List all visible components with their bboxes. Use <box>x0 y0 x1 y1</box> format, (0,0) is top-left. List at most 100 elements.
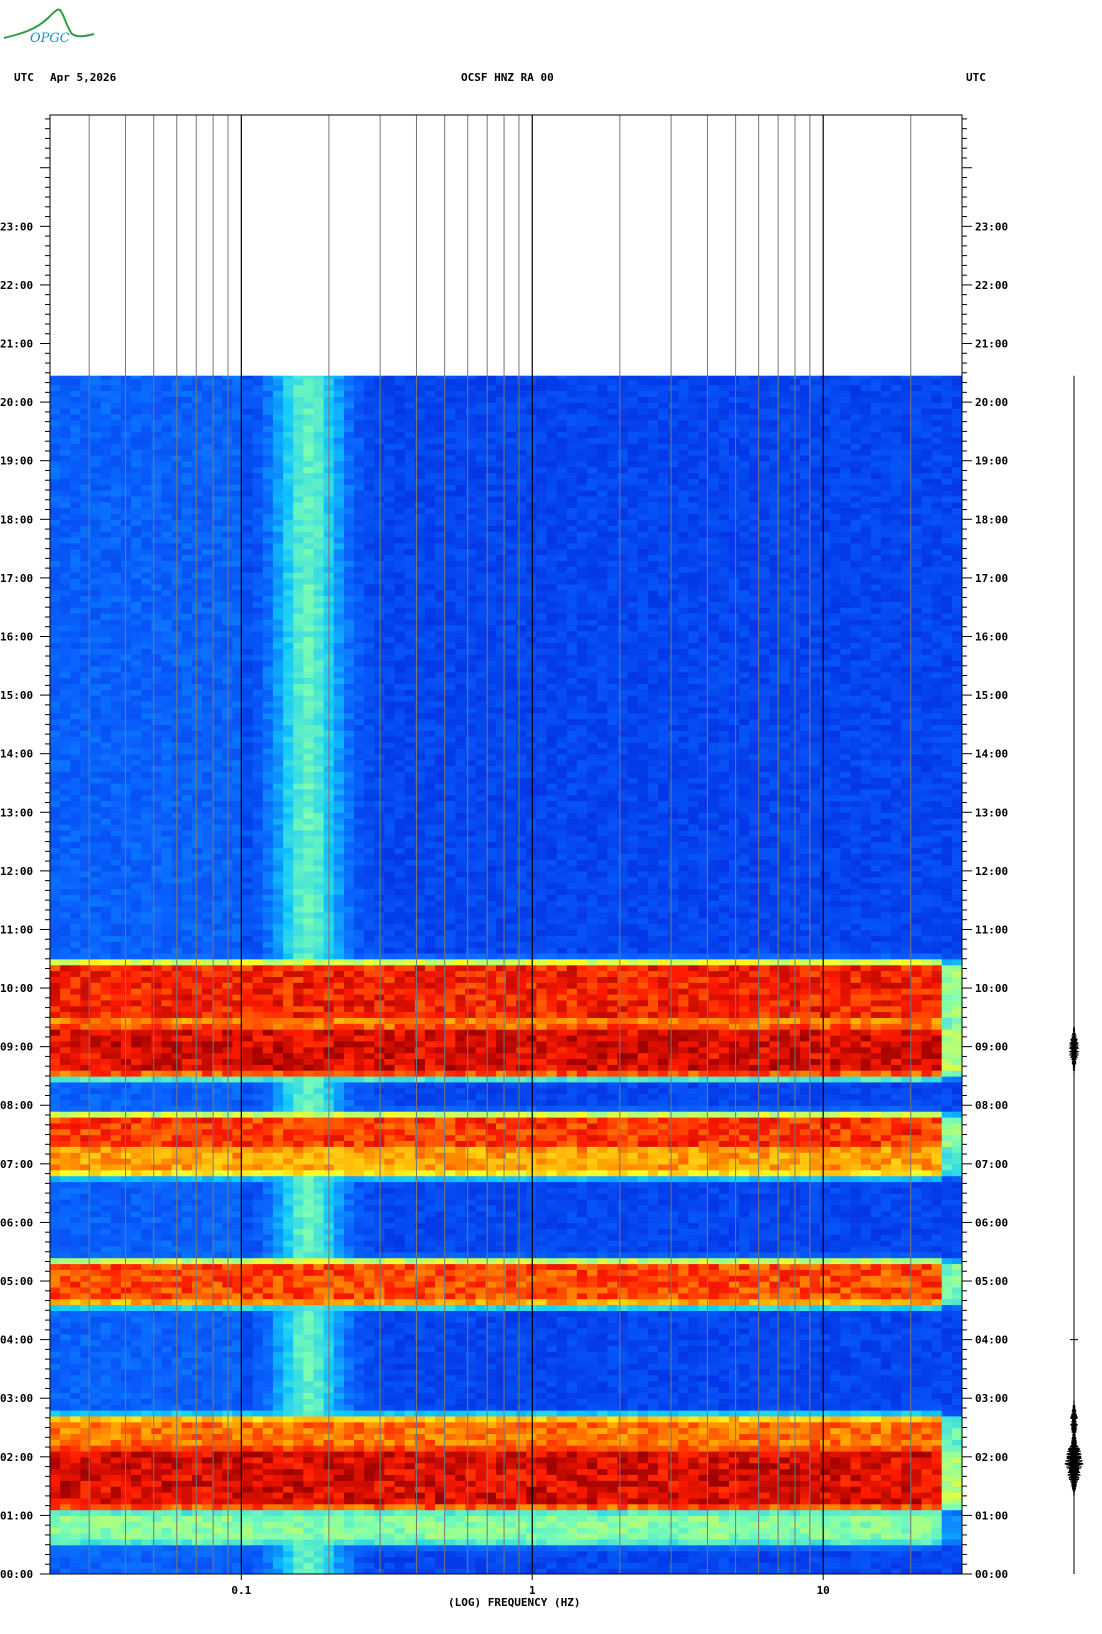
heatmap-cell <box>698 1263 710 1270</box>
heatmap-cell <box>891 1451 902 1458</box>
heatmap-cell <box>516 1339 527 1347</box>
heatmap-cell <box>870 1462 882 1470</box>
heatmap-cell <box>860 1538 872 1546</box>
heatmap-cell <box>394 1562 406 1569</box>
heatmap-cell <box>404 1533 416 1540</box>
heatmap-cell <box>647 1357 659 1364</box>
heatmap-cell <box>516 1421 527 1429</box>
heatmap-cell <box>364 1497 375 1505</box>
heatmap-cell <box>576 1333 588 1341</box>
heatmap-cell <box>536 1345 548 1352</box>
heatmap-cell <box>759 1292 770 1300</box>
heatmap-cell <box>262 1456 274 1464</box>
heatmap-cell <box>506 1275 517 1282</box>
heatmap-cell <box>901 1357 912 1364</box>
heatmap-cell <box>830 1374 841 1382</box>
heatmap-cell <box>820 1538 831 1546</box>
heatmap-cell <box>424 1374 436 1382</box>
heatmap-cell <box>506 1415 517 1423</box>
heatmap-cell <box>718 1263 730 1270</box>
heatmap-cell <box>921 1409 933 1417</box>
heatmap-cell <box>343 1409 355 1417</box>
heatmap-cell <box>901 1392 912 1399</box>
heatmap-cell <box>911 1386 922 1393</box>
heatmap-cell <box>242 1480 254 1487</box>
heatmap-cell <box>485 1357 497 1364</box>
heatmap-cell <box>252 1492 264 1499</box>
heatmap-cell <box>658 1451 669 1458</box>
heatmap-cell <box>627 1468 639 1475</box>
heatmap-cell <box>759 1339 770 1347</box>
heatmap-cell <box>860 1515 872 1522</box>
heatmap-cell <box>678 1374 689 1382</box>
heatmap-cell <box>688 1251 700 1259</box>
heatmap-cell <box>50 1451 61 1458</box>
heatmap-cell <box>607 1556 618 1563</box>
heatmap-cell <box>303 1439 314 1446</box>
heatmap-cell <box>617 1427 629 1434</box>
heatmap-cell <box>141 1398 152 1405</box>
heatmap-cell <box>688 1398 700 1405</box>
heatmap-cell <box>181 1251 193 1259</box>
heatmap-cell <box>151 1404 162 1411</box>
heatmap-cell <box>212 1474 223 1481</box>
heatmap-cell <box>891 1538 902 1546</box>
heatmap-cell <box>252 1474 264 1481</box>
heatmap-cell <box>90 1486 102 1493</box>
heatmap-cell <box>485 1456 497 1464</box>
heatmap-cell <box>141 1503 152 1511</box>
heatmap-cell <box>272 1409 284 1417</box>
heatmap-cell <box>556 1421 568 1429</box>
heatmap-cell <box>506 1451 517 1458</box>
heatmap-cell <box>181 1550 193 1558</box>
heatmap-cell <box>272 1345 284 1352</box>
heatmap-cell <box>283 1322 294 1329</box>
heatmap-cell <box>921 1368 933 1376</box>
heatmap-cell <box>50 1538 61 1546</box>
heatmap-cell <box>688 1462 700 1470</box>
heatmap-cell <box>70 1380 81 1388</box>
heatmap-cell <box>779 1257 791 1265</box>
heatmap-cell <box>80 1392 92 1399</box>
heatmap-cell <box>131 1398 142 1405</box>
heatmap-cell <box>435 1433 446 1440</box>
heatmap-cell <box>911 1363 922 1370</box>
heatmap-cell <box>384 1568 396 1574</box>
heatmap-cell <box>242 1486 254 1493</box>
heatmap-cell <box>627 1380 639 1388</box>
heatmap-cell <box>212 1316 223 1323</box>
heatmap-cell <box>70 1568 81 1574</box>
heatmap-cell <box>749 1503 760 1511</box>
heatmap-cell <box>100 1298 112 1306</box>
heatmap-cell <box>607 1568 618 1574</box>
heatmap-cell <box>414 1298 426 1306</box>
heatmap-cell <box>566 1392 578 1399</box>
heatmap-cell <box>384 1333 396 1341</box>
heatmap-cell <box>262 1562 274 1569</box>
heatmap-cell <box>445 1281 456 1288</box>
heatmap-cell <box>242 1433 254 1440</box>
heatmap-cell <box>333 1245 345 1253</box>
heatmap-cell <box>891 1497 902 1505</box>
heatmap-cell <box>718 1368 730 1376</box>
heatmap-cell <box>455 1380 466 1388</box>
heatmap-cell <box>688 1409 700 1417</box>
heatmap-cell <box>931 1257 943 1265</box>
heatmap-cell <box>110 1550 122 1558</box>
heatmap-cell <box>303 1480 314 1487</box>
heatmap-cell <box>485 1468 497 1475</box>
heatmap-cell <box>698 1492 710 1499</box>
heatmap-cell <box>50 1503 61 1511</box>
heatmap-cell <box>941 1550 953 1558</box>
heatmap-cell <box>151 1286 162 1294</box>
heatmap-cell <box>830 1368 841 1376</box>
heatmap-cell <box>941 1281 953 1288</box>
heatmap-cell <box>60 1568 71 1574</box>
heatmap-cell <box>485 1415 497 1423</box>
heatmap-cell <box>181 1392 193 1399</box>
heatmap-cell <box>911 1445 922 1452</box>
heatmap-cell <box>232 1298 244 1306</box>
heatmap-cell <box>951 1550 962 1558</box>
heatmap-cell <box>718 1503 730 1511</box>
heatmap-cell <box>424 1245 436 1253</box>
